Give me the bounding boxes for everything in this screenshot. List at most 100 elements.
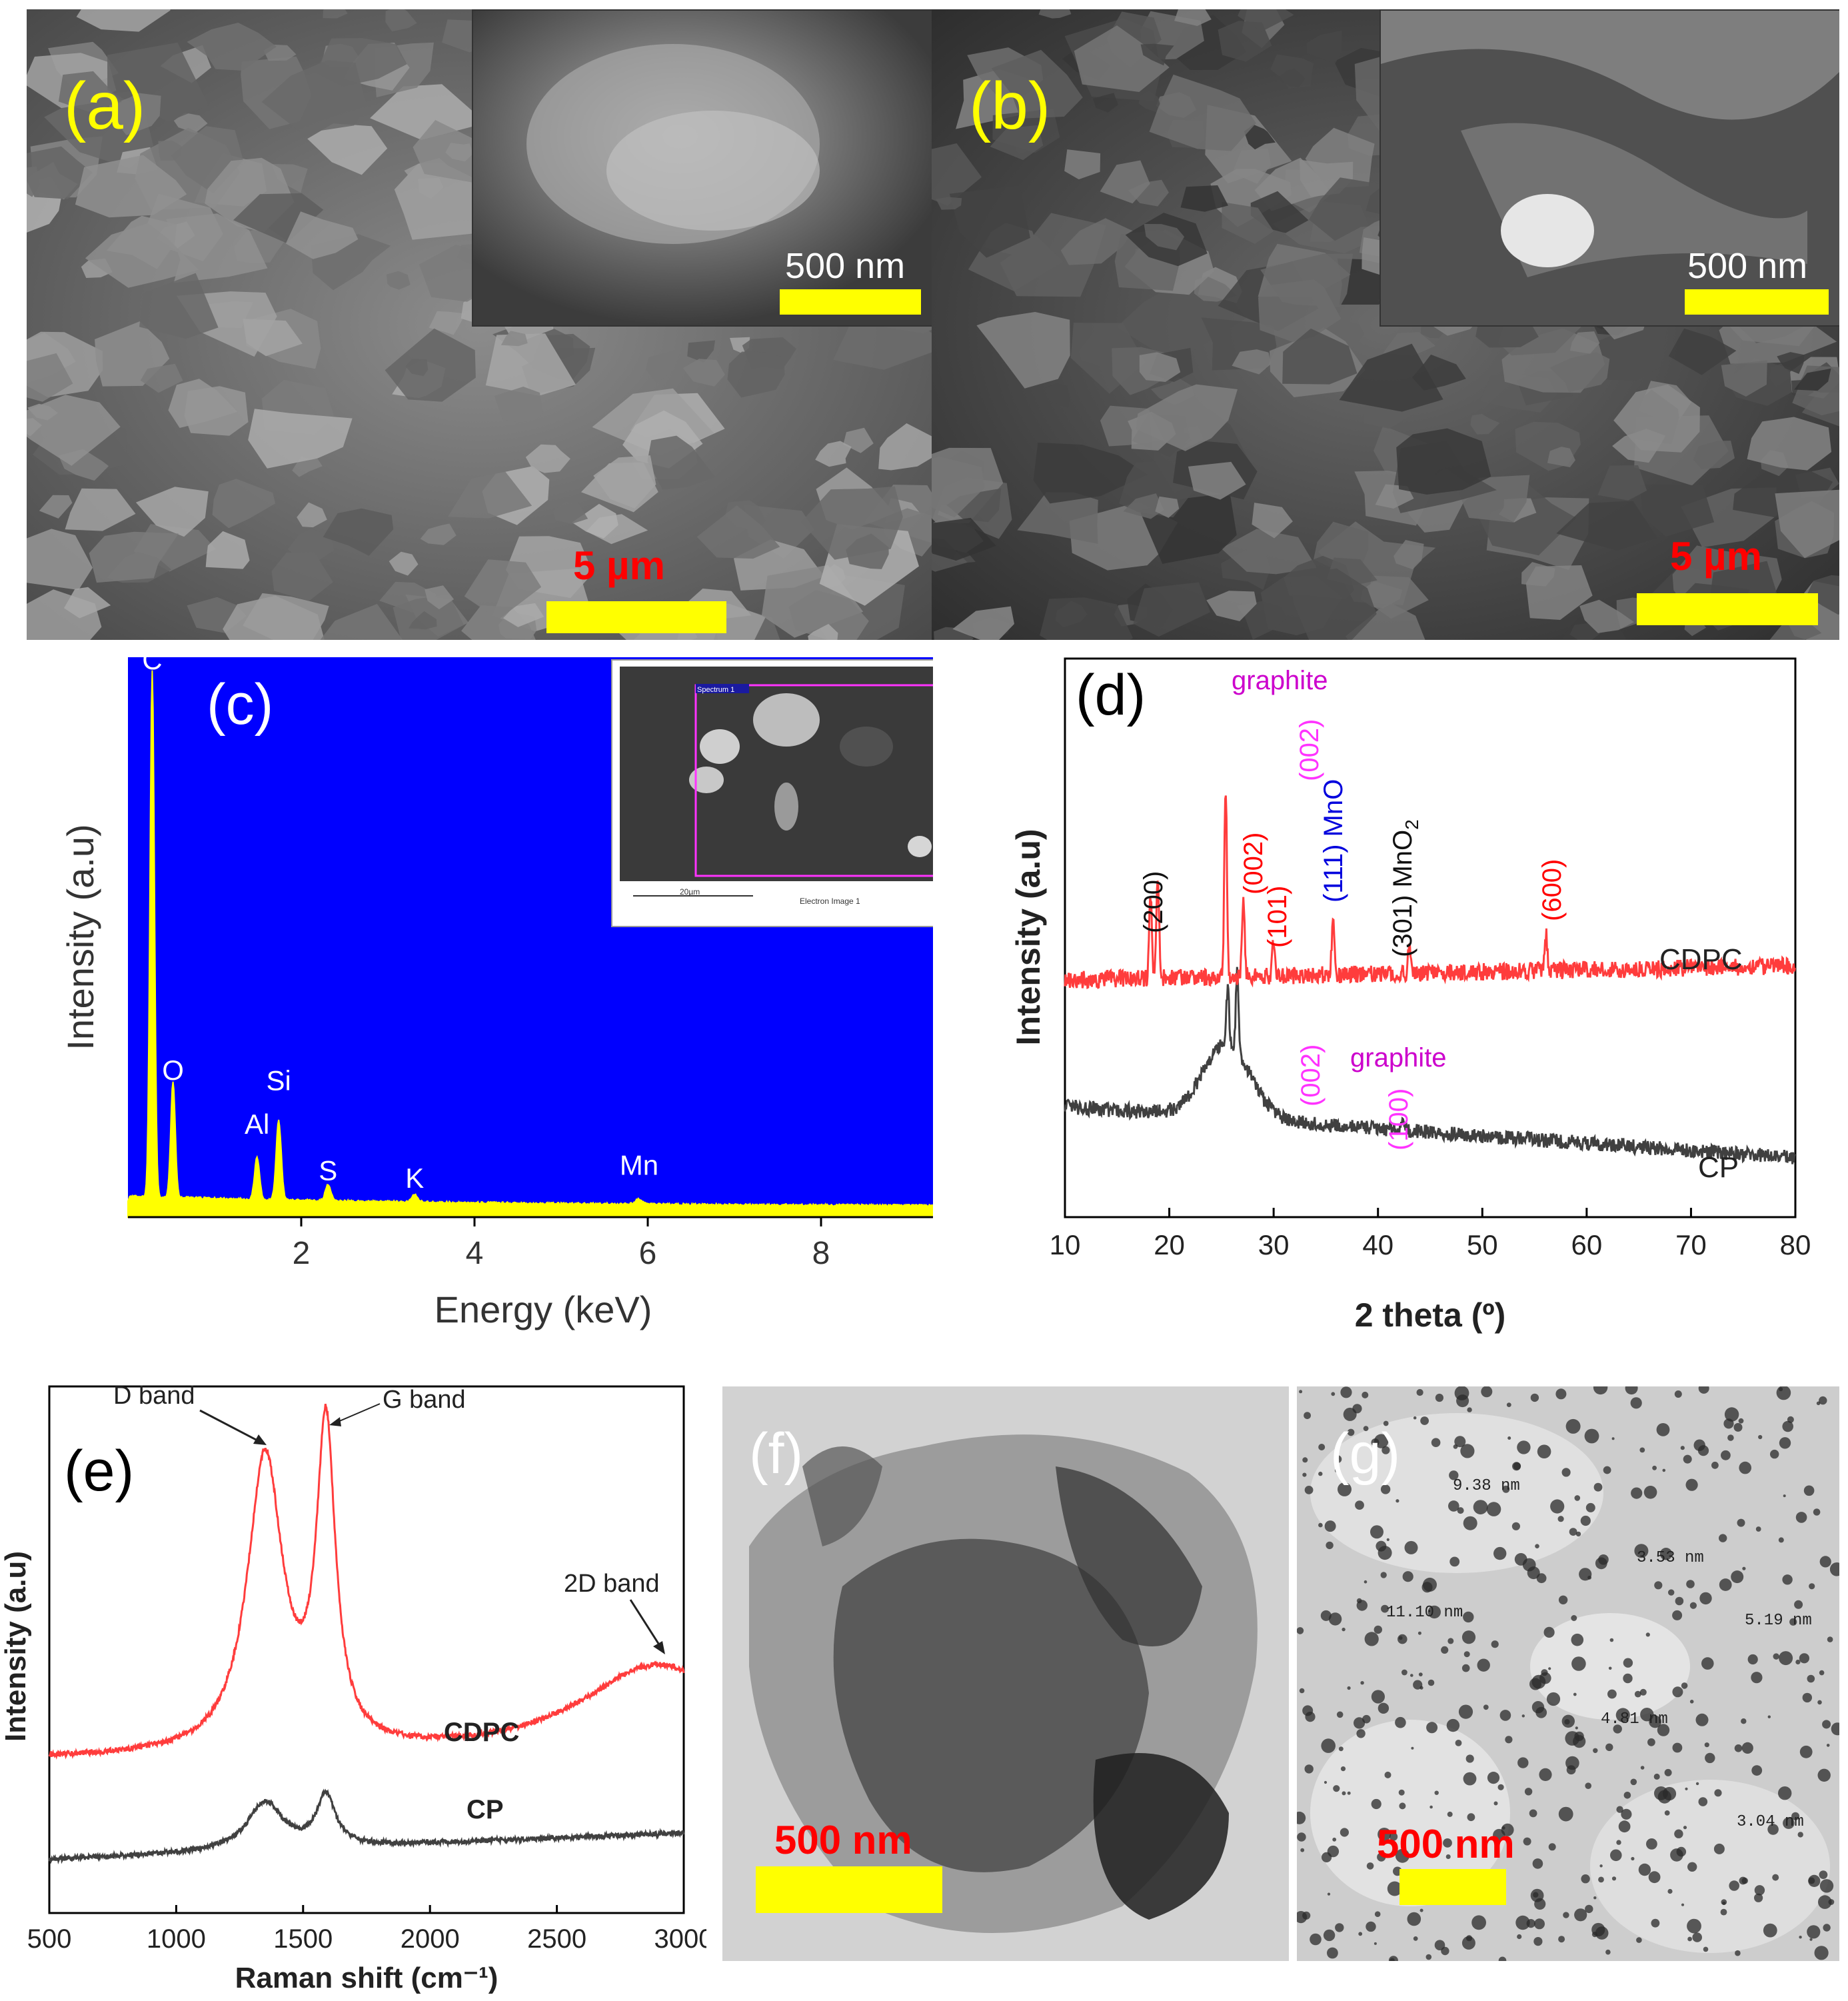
nanoparticle — [1615, 1708, 1630, 1722]
nanoparticle — [1720, 1908, 1727, 1916]
nanoparticle — [1613, 1724, 1622, 1734]
sem-flake — [212, 479, 276, 529]
inset-scale-bar-a — [780, 289, 921, 315]
xrd-tick-label: 60 — [1571, 1229, 1602, 1260]
nanoparticle — [1517, 1757, 1529, 1768]
nanoparticle — [1356, 1600, 1368, 1611]
nanoparticle — [1536, 1573, 1547, 1584]
tem-image-f: 500 nm (f) — [722, 1386, 1289, 1961]
panel-label-a: (a) — [64, 69, 146, 143]
sem-flake — [27, 146, 93, 199]
nanoparticle — [1687, 1862, 1697, 1872]
nanoparticle — [1751, 1765, 1763, 1776]
nanoparticle — [1335, 1923, 1344, 1932]
nanoparticle — [1465, 1935, 1473, 1942]
nanoparticle — [1636, 1937, 1642, 1943]
nanoparticle — [1565, 1756, 1579, 1770]
nanoparticle — [1318, 1471, 1323, 1476]
nanoparticle — [1457, 1507, 1464, 1514]
nanoparticle — [1599, 1864, 1603, 1868]
nanoparticle — [1398, 1789, 1405, 1796]
nanoparticle — [1362, 1391, 1369, 1398]
nanoparticle — [1416, 1388, 1423, 1396]
nanoparticle — [1623, 1658, 1633, 1668]
nanoparticle — [1427, 1605, 1441, 1619]
nanoparticle — [1425, 1954, 1432, 1960]
nanoparticle — [1461, 1630, 1476, 1644]
nanoparticle — [1397, 1634, 1407, 1644]
nanoparticle — [1692, 1932, 1702, 1942]
nanoparticle — [1493, 1828, 1505, 1842]
measurement-label-3: 11.10 nm — [1386, 1604, 1463, 1622]
sem-flake — [139, 273, 219, 339]
sem-flake — [1206, 591, 1257, 621]
nanoparticle — [1652, 1465, 1657, 1470]
nanoparticle — [1647, 1738, 1655, 1746]
nanoparticle — [1302, 1472, 1307, 1477]
eds-inset-image: Spectrum 1 20µm Electron Image 1 — [611, 659, 933, 927]
nanoparticle — [1326, 1541, 1334, 1550]
tem-image-g: 9.38 nm 3.53 nm 11.10 nm 5.19 nm 4.81 nm… — [1297, 1386, 1839, 1961]
annot-mno2-subscript: 2 — [1401, 819, 1422, 830]
nanoparticle — [1493, 1546, 1507, 1560]
nanoparticle — [1371, 1438, 1380, 1446]
nanoparticle — [1535, 1544, 1539, 1548]
sem-flake — [1549, 352, 1610, 393]
nanoparticle — [1809, 1583, 1815, 1590]
sem-flake — [39, 495, 73, 519]
nanoparticle — [1356, 1729, 1366, 1738]
nanoparticle — [1640, 1766, 1645, 1770]
nanoparticle — [1463, 1611, 1474, 1623]
nanoparticle — [1328, 1612, 1342, 1626]
sem-flake — [1747, 417, 1832, 471]
arrow-head-2d-band — [653, 1641, 665, 1654]
nanoparticle — [1465, 1754, 1474, 1763]
nanoparticle — [1445, 1854, 1451, 1859]
sem-flake — [85, 223, 199, 288]
panel-label-g: (g) — [1330, 1422, 1401, 1486]
xrd-plot-frame — [1064, 657, 1797, 1218]
eds-x-axis-label: Energy (keV) — [435, 1288, 652, 1330]
sem-flake — [1093, 93, 1118, 113]
sem-flake — [271, 552, 333, 601]
sem-flake — [727, 351, 785, 398]
nanoparticle — [1816, 1401, 1821, 1406]
nanoparticle — [1585, 1782, 1591, 1789]
nanoparticle — [1543, 1626, 1555, 1638]
nanoparticle — [1789, 1618, 1797, 1626]
nanoparticle — [1719, 1534, 1727, 1542]
eds-tick-label: 4 — [466, 1236, 484, 1271]
nanoparticle — [1324, 1520, 1336, 1532]
sem-flake — [243, 319, 303, 357]
nanoparticle — [1541, 1669, 1548, 1676]
nanoparticle — [1813, 1508, 1821, 1516]
nanoparticle — [1701, 1657, 1714, 1670]
nanoparticle — [1331, 1392, 1336, 1396]
nanoparticle — [1347, 1686, 1351, 1690]
sem-flake — [1547, 447, 1575, 467]
eds-peak-label: Si — [267, 1065, 291, 1096]
nanoparticle — [1318, 1522, 1323, 1528]
nanoparticle — [1687, 1936, 1692, 1942]
nanoparticle — [1340, 1766, 1346, 1772]
sem-flake — [420, 523, 457, 545]
arrow-g-band — [333, 1403, 381, 1424]
xrd-series-label-cp: CP — [1698, 1151, 1739, 1184]
nanoparticle — [1575, 1726, 1578, 1730]
sem-inset-b: 500 nm — [1380, 9, 1839, 327]
panel-label-f: (f) — [749, 1422, 804, 1486]
nanoparticle — [1491, 1640, 1499, 1648]
sem-flake — [1136, 384, 1238, 451]
sem-flake — [949, 185, 1030, 258]
nanoparticle — [1737, 1518, 1745, 1527]
annot-301-mno2: (301) MnO2 — [1388, 819, 1422, 957]
sem-flake — [248, 409, 353, 469]
sem-flake — [1174, 9, 1212, 26]
nanoparticle — [1399, 1802, 1406, 1810]
eds-spectrum — [127, 670, 933, 1218]
nanoparticle — [1324, 1780, 1328, 1784]
nanoparticle — [1593, 1748, 1598, 1753]
nanoparticle — [1574, 1908, 1587, 1922]
nanoparticle — [1380, 1484, 1391, 1494]
nanoparticle — [1783, 1494, 1786, 1498]
